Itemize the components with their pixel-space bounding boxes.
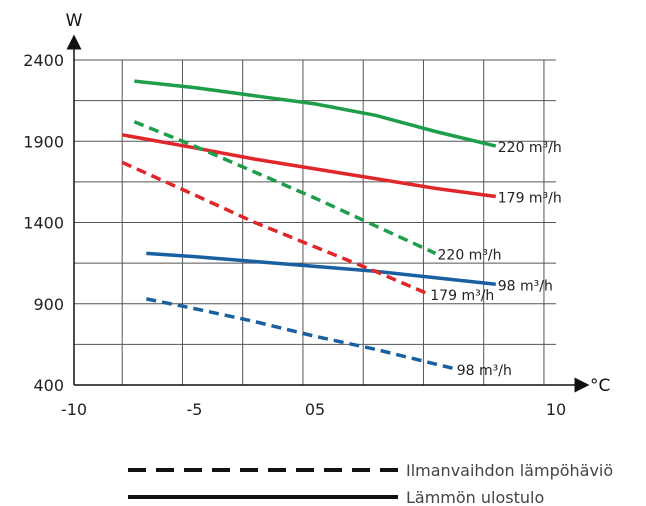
y-axis-unit: W [66, 11, 83, 31]
series-end-label: 220 m³/h [438, 247, 502, 263]
y-tick-label: 900 [33, 295, 64, 314]
x-axis-unit: °C [590, 376, 610, 396]
legend: Ilmanvaihdon lämpöhäviö Lämmön ulostulo [128, 461, 613, 506]
series-line-solid [134, 79, 497, 148]
x-tick-label: -5 [187, 400, 203, 419]
series-end-label: 220 m³/h [498, 140, 562, 156]
series-group [121, 79, 497, 371]
grid [74, 59, 556, 386]
series-end-label: 98 m³/h [498, 278, 553, 294]
series-line-dashed [133, 120, 437, 255]
series-end-label: 98 m³/h [457, 363, 512, 379]
x-tick-label: 10 [546, 400, 566, 419]
series-line-dashed [145, 297, 456, 371]
legend-label: Ilmanvaihdon lämpöhäviö [406, 461, 613, 480]
y-tick-label: 1900 [23, 132, 64, 151]
series-line-solid [121, 133, 497, 199]
series-line-solid [146, 251, 496, 287]
series-line-dashed [121, 160, 429, 296]
tick-labels: 400 900 1400 1900 2400 -10 -5 05 10 [23, 51, 566, 419]
x-tick-label: -10 [61, 400, 87, 419]
y-tick-label: 1400 [23, 214, 64, 233]
y-tick-label: 400 [33, 376, 64, 395]
axes: W °C [66, 11, 611, 396]
series-end-label: 179 m³/h [430, 288, 494, 304]
series-end-label: 179 m³/h [498, 191, 562, 207]
x-tick-label: 05 [305, 400, 325, 419]
legend-label: Lämmön ulostulo [406, 488, 544, 506]
y-tick-label: 2400 [23, 51, 64, 70]
